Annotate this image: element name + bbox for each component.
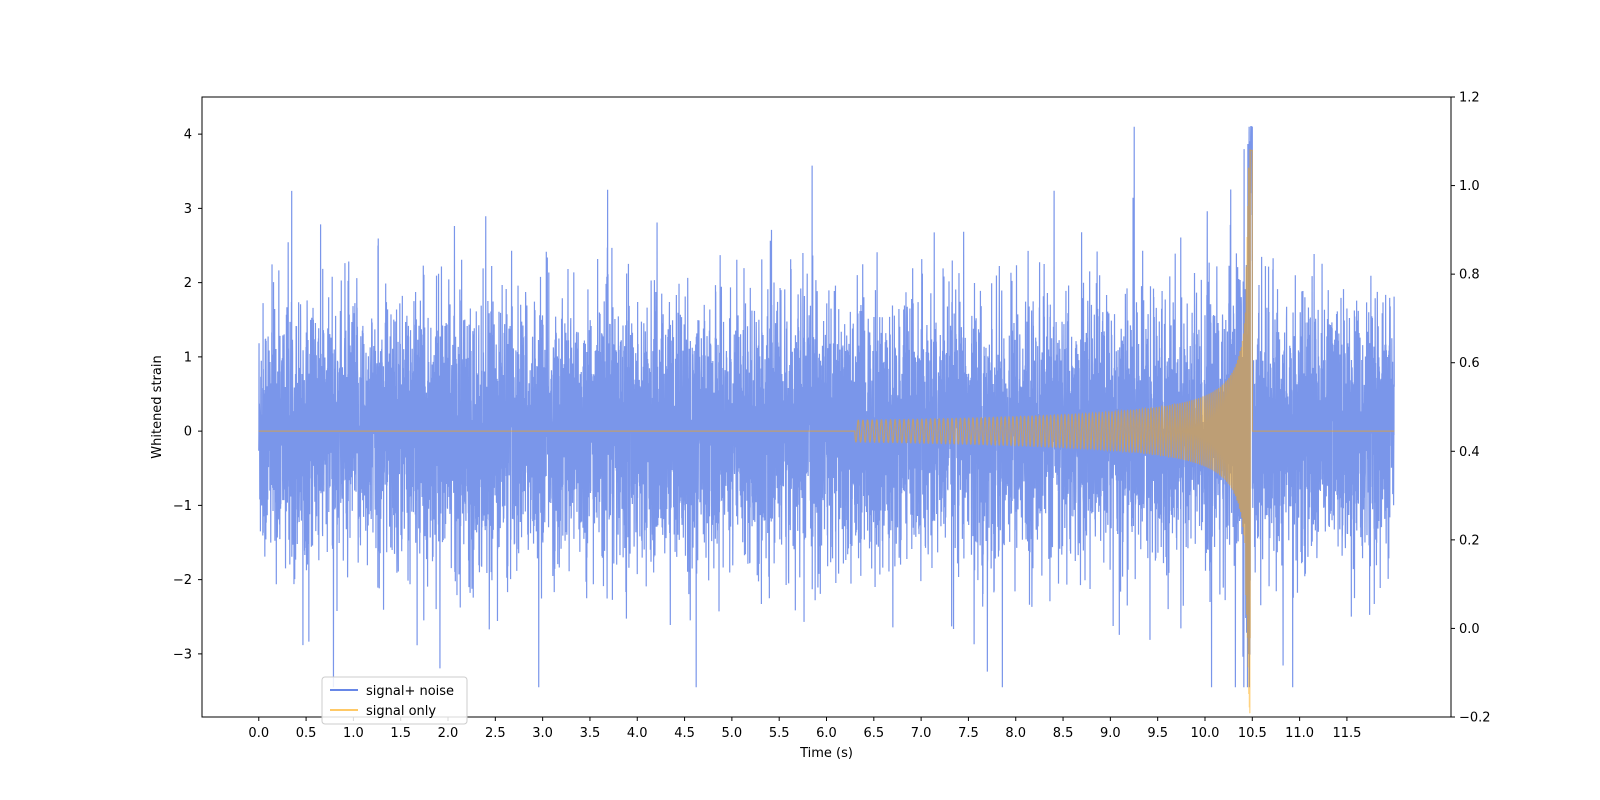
x-tick-label: 9.0	[1100, 726, 1121, 741]
x-tick-label: 7.0	[911, 726, 932, 741]
x-tick-label: 6.5	[863, 726, 884, 741]
x-tick-label: 6.0	[816, 726, 837, 741]
x-tick-label: 0.0	[248, 726, 269, 741]
series-signal-only-line	[258, 149, 1395, 714]
y2-tick-label: 0.2	[1459, 533, 1480, 548]
x-tick-label: 5.0	[722, 726, 743, 741]
series-layer	[258, 126, 1395, 714]
x-tick-label: 10.5	[1238, 726, 1267, 741]
y-tick-label: 3	[184, 202, 192, 217]
x-tick-label: 4.0	[627, 726, 648, 741]
x-tick-label: 1.5	[390, 726, 411, 741]
y-axis-left: −3 −2 −1 0 1 2 3 4	[173, 128, 202, 662]
legend-label-signal-only: signal only	[366, 704, 436, 719]
y2-tick-label: 1.0	[1459, 179, 1480, 194]
y-axis-right: −0.2 0.0 0.2 0.4 0.6 0.8 1.0 1.2	[1451, 91, 1491, 726]
x-tick-label: 8.0	[1005, 726, 1026, 741]
legend-label-signal-noise: signal+ noise	[366, 684, 454, 699]
x-tick-label: 8.5	[1053, 726, 1074, 741]
x-tick-label: 5.5	[769, 726, 790, 741]
y2-tick-label: 0.4	[1459, 445, 1480, 460]
y2-tick-label: 0.0	[1459, 622, 1480, 637]
legend-box	[321, 676, 468, 725]
y-axis-label: Whitened strain	[150, 355, 165, 458]
y2-tick-label: −0.2	[1459, 711, 1491, 726]
x-tick-label: 3.0	[532, 726, 553, 741]
y2-tick-label: 0.8	[1459, 268, 1480, 283]
x-tick-label: 11.0	[1285, 726, 1314, 741]
x-tick-label: 3.5	[580, 726, 601, 741]
y-tick-label: 2	[184, 276, 192, 291]
legend: signal+ noise signal only	[321, 676, 468, 725]
series-signal-noise-line	[258, 126, 1395, 688]
y-tick-label: −2	[173, 573, 192, 588]
y-tick-label: −1	[173, 499, 192, 514]
x-tick-label: 10.0	[1191, 726, 1220, 741]
x-tick-label: 2.5	[485, 726, 506, 741]
y-tick-label: 1	[184, 350, 192, 365]
y-tick-label: −3	[173, 647, 192, 662]
x-tick-label: 2.0	[438, 726, 459, 741]
x-tick-label: 11.5	[1332, 726, 1361, 741]
x-tick-label: 0.5	[296, 726, 317, 741]
y2-tick-label: 0.6	[1459, 356, 1480, 371]
x-tick-label: 1.0	[343, 726, 364, 741]
x-tick-label: 9.5	[1147, 726, 1168, 741]
x-tick-label: 7.5	[958, 726, 979, 741]
x-axis: 0.0 0.5 1.0 1.5 2.0 2.5 3.0 3.5 4.0 4.5 5.0 5.5 6.0 6…	[248, 717, 1361, 741]
y2-tick-label: 1.2	[1459, 91, 1480, 106]
x-axis-label: Time (s)	[799, 746, 853, 761]
y-tick-label: 0	[184, 425, 192, 440]
x-tick-label: 4.5	[674, 726, 695, 741]
y-tick-label: 4	[184, 128, 192, 143]
